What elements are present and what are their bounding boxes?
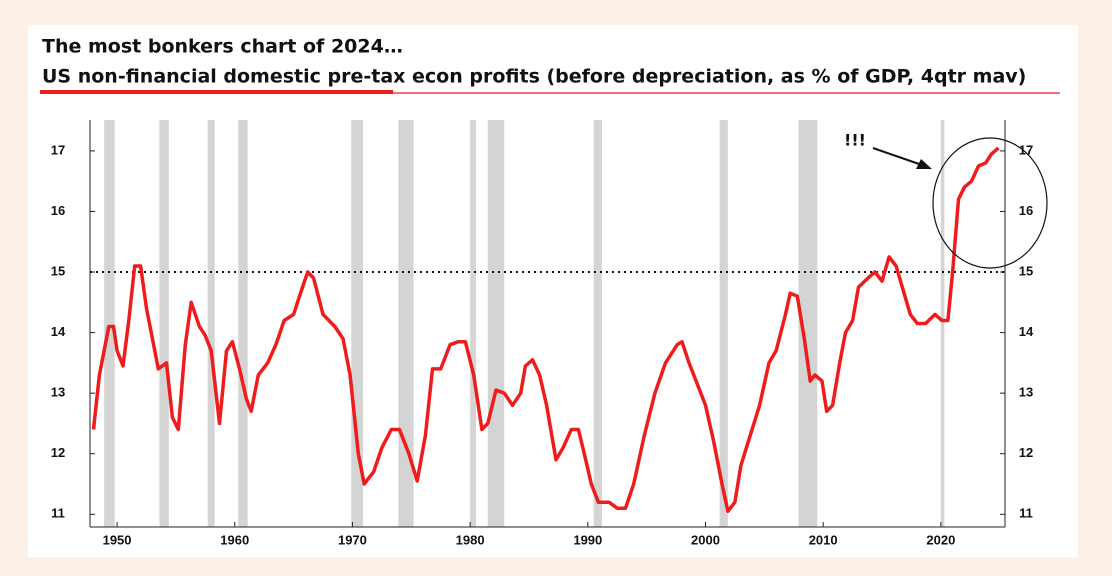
y2-tick-label: 12 (1019, 445, 1033, 460)
y2-tick-label: 16 (1019, 203, 1033, 218)
data-line (91, 146, 1000, 514)
x-tick-label: 2020 (926, 532, 955, 547)
y2-tick-label: 14 (1019, 324, 1034, 339)
recession-band (719, 120, 728, 527)
recession-band (593, 120, 602, 527)
y-tick-label: 12 (51, 445, 65, 460)
recession-band (940, 120, 945, 527)
chart-title: The most bonkers chart of 2024… (42, 36, 403, 58)
recession-band (798, 120, 818, 527)
x-tick-label: 1960 (220, 532, 249, 547)
recession-band (238, 120, 248, 527)
y2-tick-label: 17 (1019, 142, 1033, 157)
y2-tick-label: 11 (1019, 506, 1033, 521)
y-tick-label: 17 (51, 142, 65, 157)
panel (28, 25, 1078, 557)
chart-subtitle: US non-financial domestic pre-tax econ p… (42, 66, 1026, 88)
x-tick-label: 1950 (103, 532, 132, 547)
y2-tick-label: 13 (1019, 385, 1033, 400)
x-tick-label: 2010 (809, 532, 838, 547)
y-tick-label: 16 (51, 203, 65, 218)
recession-band (159, 120, 169, 527)
y-tick-label: 11 (51, 506, 65, 521)
arrow-shaft (872, 147, 923, 166)
y-tick-label: 13 (51, 385, 65, 400)
annotation: !!! (844, 131, 866, 150)
x-tick-label: 1970 (338, 532, 367, 547)
y-tick-label: 15 (51, 263, 65, 278)
x-tick-label: 1980 (456, 532, 485, 547)
recession-band (207, 120, 215, 527)
recession-band (470, 120, 477, 527)
y-tick-label: 14 (51, 324, 66, 339)
y2-tick-label: 15 (1019, 263, 1033, 278)
plot-area: 11 12 13 14 15 16 17 11 12 13 14 15 16 17 1950 1960 1970… (51, 120, 1034, 547)
arrow-head (916, 159, 932, 169)
x-tick-label: 2000 (691, 532, 720, 547)
x-tick-label: 1990 (573, 532, 602, 547)
recession-band (351, 120, 364, 527)
recession-band (398, 120, 414, 527)
recession-band (487, 120, 505, 527)
highlight-circle (932, 137, 1048, 269)
recession-band (104, 120, 115, 527)
